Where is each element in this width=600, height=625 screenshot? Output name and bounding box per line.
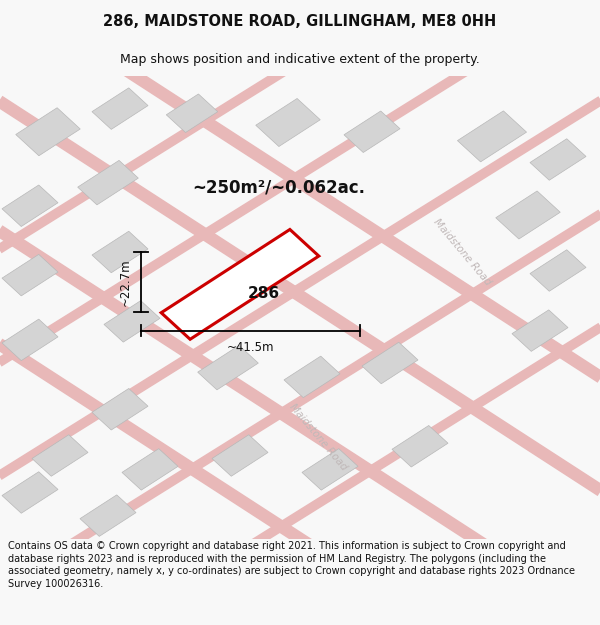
Polygon shape	[122, 449, 178, 490]
Text: ~41.5m: ~41.5m	[227, 341, 274, 354]
Text: Maidstone Road: Maidstone Road	[287, 402, 349, 472]
Polygon shape	[80, 495, 136, 536]
Polygon shape	[496, 191, 560, 239]
Polygon shape	[92, 231, 148, 272]
Text: Map shows position and indicative extent of the property.: Map shows position and indicative extent…	[120, 53, 480, 66]
Text: 286: 286	[248, 286, 280, 301]
Polygon shape	[2, 185, 58, 226]
Text: Contains OS data © Crown copyright and database right 2021. This information is : Contains OS data © Crown copyright and d…	[8, 541, 575, 589]
Polygon shape	[392, 426, 448, 467]
Text: ~22.7m: ~22.7m	[119, 258, 132, 306]
Polygon shape	[530, 250, 586, 291]
Text: Maidstone Road: Maidstone Road	[431, 217, 493, 288]
Polygon shape	[166, 94, 218, 132]
Polygon shape	[256, 99, 320, 146]
Polygon shape	[2, 254, 58, 296]
Polygon shape	[530, 139, 586, 180]
Polygon shape	[32, 435, 88, 476]
Polygon shape	[92, 389, 148, 430]
Text: 286, MAIDSTONE ROAD, GILLINGHAM, ME8 0HH: 286, MAIDSTONE ROAD, GILLINGHAM, ME8 0HH	[103, 14, 497, 29]
Polygon shape	[197, 346, 259, 390]
Polygon shape	[92, 88, 148, 129]
Polygon shape	[16, 107, 80, 156]
Polygon shape	[77, 161, 139, 205]
Polygon shape	[362, 342, 418, 384]
Polygon shape	[2, 319, 58, 361]
Text: ~250m²/~0.062ac.: ~250m²/~0.062ac.	[192, 178, 365, 196]
Polygon shape	[284, 356, 340, 398]
Polygon shape	[2, 472, 58, 513]
Polygon shape	[212, 435, 268, 476]
Polygon shape	[457, 111, 527, 162]
Polygon shape	[161, 229, 319, 339]
Polygon shape	[344, 111, 400, 152]
Polygon shape	[512, 310, 568, 351]
Polygon shape	[302, 449, 358, 490]
Polygon shape	[104, 301, 160, 342]
